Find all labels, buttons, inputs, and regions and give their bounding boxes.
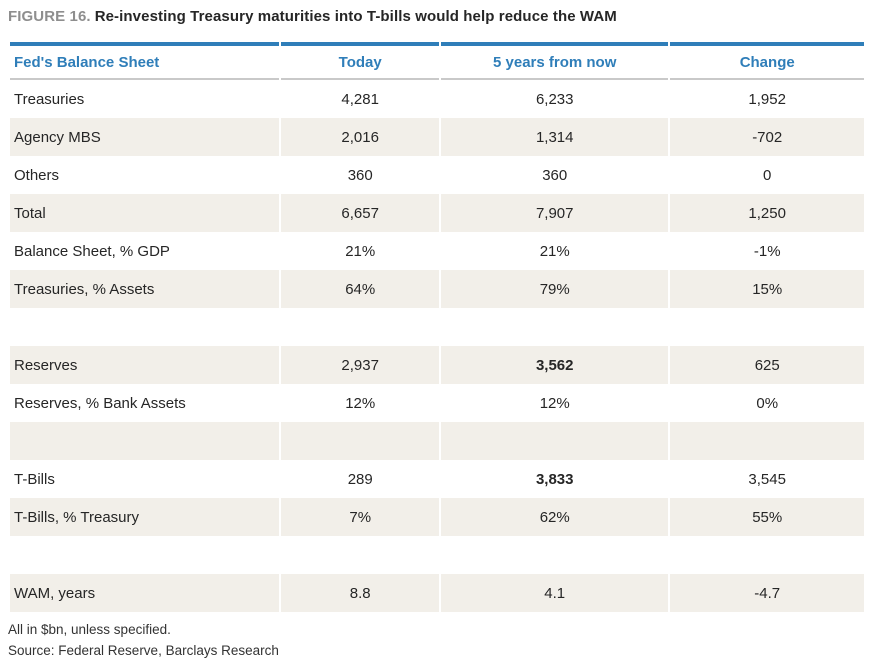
- future-cell: 21%: [539, 242, 570, 260]
- today-cell: 6,657: [281, 194, 440, 232]
- spacer-cell: [10, 422, 280, 460]
- table-row-treasuries: Treasuries 4,281 6,233 1,952: [10, 80, 864, 118]
- table-header: Fed's Balance Sheet Today 5 years from n…: [10, 42, 864, 80]
- spacer-cell: [670, 422, 864, 460]
- future-cell: 4.1: [441, 574, 669, 612]
- row-label-cell: Reserves, % Bank Assets: [14, 394, 186, 412]
- row-label-cell: Agency MBS: [10, 118, 280, 156]
- table-spacer-row: [10, 308, 864, 346]
- table-row-others: Others 360 360 0: [10, 156, 864, 194]
- today-cell: 8.8: [281, 574, 440, 612]
- table-body: Treasuries 4,281 6,233 1,952 Agency MBS …: [10, 80, 864, 612]
- footnote-units: All in $bn, unless specified.: [8, 622, 171, 637]
- figure-title-text: Re-investing Treasury maturities into T-…: [94, 8, 617, 25]
- today-cell: 360: [347, 166, 373, 184]
- spacer-cell: [281, 422, 440, 460]
- future-cell: 79%: [441, 270, 669, 308]
- change-cell: 0%: [756, 394, 779, 412]
- future-cell: 1,314: [441, 118, 669, 156]
- spacer-cell: [281, 308, 439, 346]
- spacer-cell: [281, 536, 439, 574]
- today-cell: 2,937: [281, 346, 440, 384]
- change-cell: 625: [670, 346, 864, 384]
- future-cell: 12%: [539, 394, 570, 412]
- spacer-cell: [441, 308, 668, 346]
- change-cell: -1%: [753, 242, 781, 260]
- change-cell: 0: [763, 166, 772, 184]
- spacer-cell: [670, 536, 864, 574]
- column-header-today: Today: [281, 42, 440, 80]
- spacer-cell: [10, 308, 279, 346]
- row-label-cell: Total: [10, 194, 280, 232]
- table-row-t-bills-pct-treasury: T-Bills, % Treasury 7% 62% 55%: [10, 498, 864, 536]
- change-cell: 1,952: [748, 90, 786, 108]
- spacer-cell: [10, 536, 279, 574]
- table-row-balance-sheet-pct-gdp: Balance Sheet, % GDP 21% 21% -1%: [10, 232, 864, 270]
- figure-title: FIGURE 16. Re-investing Treasury maturiti…: [8, 7, 866, 27]
- future-cell: 62%: [441, 498, 669, 536]
- future-cell: 7,907: [441, 194, 669, 232]
- row-label-cell: Balance Sheet, % GDP: [14, 242, 170, 260]
- table-row-total: Total 6,657 7,907 1,250: [10, 194, 864, 232]
- column-header-feds-balance-sheet: Fed's Balance Sheet: [10, 42, 280, 80]
- footnote-source: Source: Federal Reserve, Barclays Resear…: [8, 643, 279, 658]
- row-label-cell: WAM, years: [10, 574, 280, 612]
- balance-sheet-table: Fed's Balance Sheet Today 5 years from n…: [8, 42, 866, 612]
- today-cell: 12%: [345, 394, 376, 412]
- today-cell: 7%: [281, 498, 440, 536]
- today-cell: 2,016: [281, 118, 440, 156]
- row-label-cell: Reserves: [10, 346, 280, 384]
- row-label-cell: Treasuries, % Assets: [10, 270, 280, 308]
- future-cell: 3,562: [441, 346, 669, 384]
- change-cell: 3,545: [748, 470, 786, 488]
- table-row-reserves-pct-bank-assets: Reserves, % Bank Assets 12% 12% 0%: [10, 384, 864, 422]
- column-header-5-years-from-now: 5 years from now: [441, 42, 669, 80]
- table-spacer-row: [10, 422, 864, 460]
- today-cell: 289: [347, 470, 373, 488]
- row-label-cell: T-Bills, % Treasury: [10, 498, 280, 536]
- table-row-agency-mbs: Agency MBS 2,016 1,314 -702: [10, 118, 864, 156]
- today-cell: 21%: [345, 242, 376, 260]
- future-cell: 6,233: [535, 90, 574, 108]
- row-label-cell: T-Bills: [14, 470, 55, 488]
- change-cell: 55%: [670, 498, 864, 536]
- spacer-cell: [670, 308, 864, 346]
- row-label-cell: Others: [14, 166, 60, 184]
- table-row-reserves: Reserves 2,937 3,562 625: [10, 346, 864, 384]
- row-label-cell: Treasuries: [14, 90, 85, 108]
- today-cell: 4,281: [341, 90, 379, 108]
- footnotes: All in $bn, unless specified. Source: Fe…: [8, 619, 866, 661]
- header-row: Fed's Balance Sheet Today 5 years from n…: [10, 42, 864, 80]
- spacer-cell: [441, 422, 669, 460]
- column-header-change: Change: [670, 42, 864, 80]
- table-row-treasuries-pct-assets: Treasuries, % Assets 64% 79% 15%: [10, 270, 864, 308]
- future-cell: 360: [542, 166, 568, 184]
- figure-number-label: FIGURE 16.: [8, 8, 91, 25]
- spacer-cell: [441, 536, 668, 574]
- future-cell: 3,833: [535, 470, 574, 488]
- change-cell: 1,250: [670, 194, 864, 232]
- change-cell: 15%: [670, 270, 864, 308]
- table-row-t-bills: T-Bills 289 3,833 3,545: [10, 460, 864, 498]
- table-spacer-row: [10, 536, 864, 574]
- change-cell: -4.7: [670, 574, 864, 612]
- table-row-wam-years: WAM, years 8.8 4.1 -4.7: [10, 574, 864, 612]
- change-cell: -702: [670, 118, 864, 156]
- today-cell: 64%: [281, 270, 440, 308]
